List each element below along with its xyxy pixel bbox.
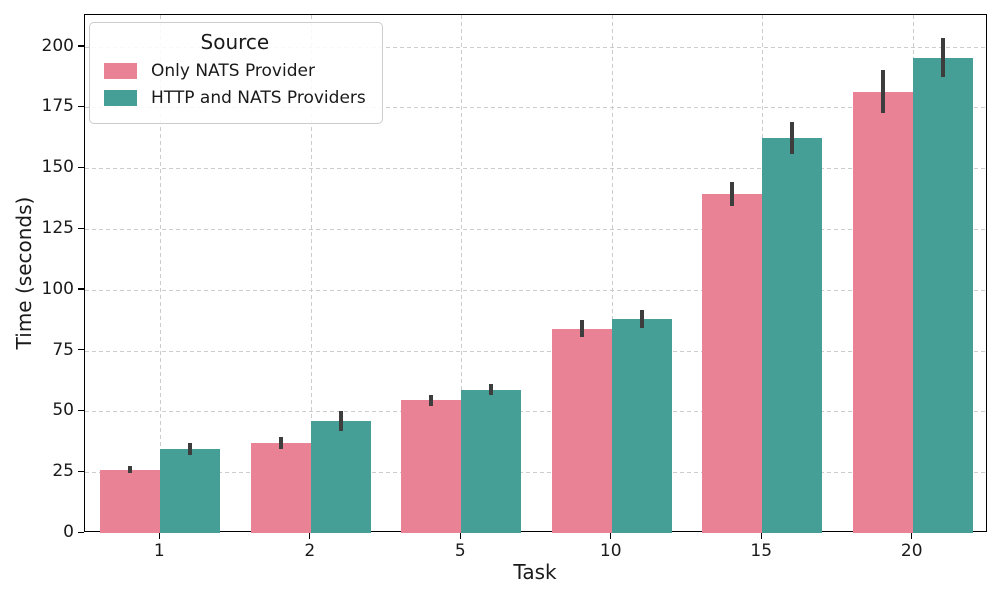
x-tick-label: 5 — [454, 541, 466, 561]
y-tick-label: 100 — [41, 278, 74, 299]
legend-label-only-nats: Only NATS Provider — [151, 61, 315, 81]
y-tick-label: 175 — [41, 96, 74, 117]
legend: Source Only NATS Provider HTTP and NATS … — [89, 22, 383, 124]
bar-only-nats-task-15 — [702, 193, 763, 533]
x-tick-label: 10 — [599, 541, 622, 561]
x-tick-label: 20 — [900, 541, 923, 561]
bar-only-nats-task-5 — [401, 400, 462, 533]
legend-label-http-nats: HTTP and NATS Providers — [151, 88, 366, 108]
errorbar-http-nats-task-1 — [188, 443, 193, 455]
bar-http-nats-task-2 — [310, 421, 371, 533]
legend-item-http-nats: HTTP and NATS Providers — [104, 88, 366, 108]
y-gridline — [85, 229, 986, 230]
errorbar-http-nats-task-20 — [940, 38, 945, 77]
y-tick-label: 0 — [63, 522, 74, 542]
y-tick-label: 50 — [52, 400, 74, 421]
x-tick-mark — [309, 533, 311, 539]
errorbar-only-nats-task-20 — [880, 69, 885, 114]
x-tick-mark — [760, 533, 762, 539]
x-tick-mark — [459, 533, 461, 539]
x-gridline — [160, 15, 162, 531]
errorbar-only-nats-task-5 — [429, 394, 434, 407]
bar-http-nats-task-15 — [762, 137, 823, 533]
y-tick-mark — [78, 227, 84, 229]
errorbar-only-nats-task-15 — [730, 181, 735, 206]
x-tick-label: 2 — [304, 541, 316, 561]
x-gridline — [461, 15, 463, 531]
bar-only-nats-task-2 — [250, 443, 311, 533]
x-tick-mark — [911, 533, 913, 539]
x-tick-label: 15 — [750, 541, 773, 561]
legend-item-only-nats: Only NATS Provider — [104, 61, 366, 81]
x-tick-label: 1 — [153, 541, 165, 561]
y-gridline — [85, 289, 986, 291]
bar-http-nats-task-5 — [461, 389, 522, 533]
x-gridline — [611, 15, 613, 531]
bar-http-nats-task-10 — [611, 318, 672, 533]
y-tick-mark — [78, 45, 84, 47]
bar-only-nats-task-1 — [100, 469, 161, 533]
legend-swatch-only-nats-icon — [104, 63, 137, 79]
errorbar-only-nats-task-1 — [128, 466, 133, 474]
bar-http-nats-task-1 — [160, 449, 221, 533]
y-tick-label: 200 — [41, 35, 74, 56]
legend-title: Source — [200, 30, 270, 54]
bar-only-nats-task-10 — [551, 328, 612, 533]
errorbar-http-nats-task-5 — [489, 383, 494, 396]
y-tick-mark — [78, 288, 84, 290]
y-tick-mark — [78, 166, 84, 169]
y-gridline — [85, 46, 986, 48]
y-tick-mark — [78, 531, 84, 533]
bar-only-nats-task-20 — [852, 91, 913, 533]
errorbar-http-nats-task-2 — [338, 411, 343, 431]
errorbar-only-nats-task-2 — [278, 436, 283, 450]
plot-area — [84, 14, 987, 533]
y-gridline — [85, 411, 986, 413]
x-axis-label: Task — [513, 560, 557, 584]
errorbar-http-nats-task-10 — [639, 309, 644, 329]
x-tick-mark — [158, 533, 160, 539]
y-tick-mark — [78, 105, 84, 108]
legend-swatch-http-nats-icon — [104, 90, 137, 106]
y-gridline — [85, 107, 986, 109]
x-tick-mark — [610, 533, 612, 539]
y-tick-label: 150 — [41, 157, 74, 178]
y-tick-label: 75 — [52, 339, 74, 360]
y-tick-mark — [78, 470, 84, 473]
y-tick-label: 125 — [41, 218, 74, 238]
y-gridline — [85, 472, 986, 474]
errorbar-http-nats-task-15 — [790, 121, 795, 154]
x-gridline — [310, 15, 312, 531]
y-gridline — [85, 168, 986, 170]
y-gridline — [85, 350, 986, 352]
y-tick-label: 25 — [52, 461, 74, 482]
errorbar-only-nats-task-10 — [579, 320, 584, 337]
bar-http-nats-task-20 — [912, 57, 973, 533]
y-tick-mark — [78, 349, 84, 351]
y-tick-mark — [78, 409, 84, 412]
